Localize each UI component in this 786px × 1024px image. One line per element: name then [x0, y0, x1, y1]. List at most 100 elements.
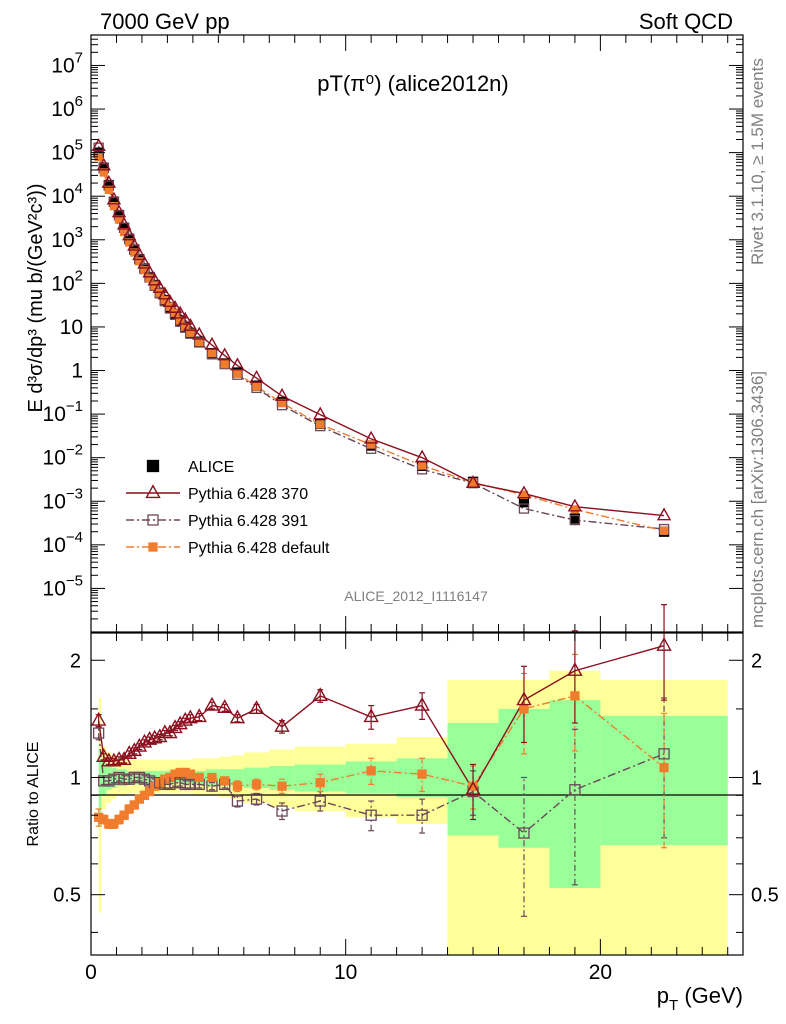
pythia-370-point — [204, 336, 220, 350]
rivet-version-label: Rivet 3.1.10, ≥ 1.5M events — [748, 58, 767, 265]
ratio-y-tick-label: 1 — [70, 767, 81, 789]
ratio-y-tick-label: 2 — [70, 650, 81, 672]
pythia-370-point — [567, 498, 583, 512]
x-tick-label: 0 — [85, 961, 97, 984]
y-tick-label: 10−2 — [43, 442, 83, 470]
pythia-default-point — [220, 360, 229, 369]
ratio-391-point — [518, 827, 530, 839]
y-tick-mantissa: 10 — [43, 577, 66, 600]
y-tick-mantissa: 10 — [51, 185, 74, 208]
ratio-370-point — [141, 731, 158, 745]
pythia-370-point — [132, 247, 147, 261]
pythia-370-point — [157, 286, 173, 300]
x-label-unit: (GeV) — [678, 983, 743, 1008]
pythia-370-point — [414, 449, 430, 463]
pythia-370-point — [152, 279, 167, 293]
y-tick-label: 106 — [51, 93, 83, 121]
green-band-bin — [269, 766, 295, 790]
ratio-default-point — [232, 781, 243, 791]
ratio-370-point — [96, 748, 112, 762]
pythia-default-point — [519, 490, 529, 500]
pythia-370-point — [111, 204, 127, 218]
pythia-default-point — [417, 461, 427, 470]
y-tick-exponent: 4 — [75, 180, 83, 197]
pythia-default-point — [186, 328, 195, 338]
legend: ALICE Pythia 6.428 370 Pythia 6.428 391 Pyt… — [126, 459, 330, 557]
analysis-id-watermark: ALICE_2012_I1116147 — [344, 588, 488, 604]
ratio-default-point — [366, 766, 376, 776]
ratio-370-point — [131, 737, 148, 752]
ratio-default-point — [417, 769, 427, 779]
process-label: Soft QCD — [639, 9, 733, 34]
legend-marker-370 — [145, 484, 161, 499]
y-tick-exponent: 7 — [75, 49, 83, 66]
pythia-370-point — [167, 300, 183, 313]
legend-marker-alice — [146, 459, 160, 473]
ratio-370-point — [177, 711, 193, 726]
y-tick-exponent: −3 — [66, 485, 83, 502]
y-tick-exponent: −5 — [66, 572, 83, 589]
pythia-370-point — [122, 227, 137, 241]
y-tick-label: 104 — [51, 180, 83, 208]
ratio-370-point — [229, 709, 246, 724]
pythia-391-point — [569, 514, 581, 526]
ratio-370-point — [274, 718, 290, 732]
pythia-370-point — [465, 475, 481, 488]
ratio-default-point — [570, 691, 580, 701]
alice-point — [518, 497, 530, 508]
pythia-370-point — [516, 485, 532, 499]
y-tick-mantissa: 10 — [51, 229, 74, 252]
pythia-370-point — [137, 255, 152, 269]
pythia-default-line — [97, 156, 665, 532]
x-label-main: p — [657, 983, 669, 1008]
pythia-370-point — [178, 311, 193, 325]
ratio-default-point — [129, 800, 139, 810]
y-tick-exponent: 5 — [75, 137, 83, 154]
ratio-370-point — [121, 745, 137, 759]
y-tick-exponent: −2 — [66, 442, 83, 459]
ratio-axis-label: Ratio to ALICE — [25, 742, 42, 847]
ratio-391-point — [314, 795, 326, 807]
y-tick-mantissa: 10 — [51, 54, 74, 77]
x-axis-label: pT (GeV) — [657, 983, 743, 1014]
pythia-default-point — [316, 420, 325, 429]
y-tick-label: 10−3 — [43, 485, 83, 513]
pythia-370-point — [249, 369, 264, 383]
ratio-391-point — [276, 805, 288, 817]
pythia-370-point — [127, 237, 142, 251]
ratio-uncertainty-bands — [98, 670, 728, 955]
ratio-370-point — [204, 696, 220, 711]
ratio-default-point — [251, 779, 262, 790]
ratio-default-point — [119, 810, 129, 820]
y-tick-mantissa: 10 — [51, 142, 74, 165]
ratio-391-point — [569, 784, 581, 796]
pythia-370-point — [162, 294, 178, 307]
pythia-default-point — [570, 505, 580, 514]
pythia-391-line — [97, 147, 665, 530]
spectrum-x-ticks — [90, 35, 729, 632]
energy-label: 7000 GeV pp — [100, 9, 230, 34]
ratio-370-point — [516, 691, 532, 706]
y-tick-mantissa: 10 — [43, 447, 66, 470]
mcplots-reference-label: mcplots.cern.ch [arXiv:1306.3436] — [748, 371, 767, 628]
green-band-bin — [98, 749, 102, 827]
pythia-default-point — [109, 202, 119, 211]
ratio-y-tick-label-right: 2 — [751, 650, 762, 672]
ratio-391-line — [97, 733, 665, 834]
ratio-391-point — [92, 727, 105, 739]
y-tick-label: 10−4 — [43, 529, 83, 557]
ratio-default-point — [185, 769, 195, 779]
ratio-y-tick-label-right: 1 — [751, 767, 762, 789]
pythia-370-point — [230, 357, 245, 371]
pythia-default-point — [367, 440, 376, 449]
y-tick-exponent: 6 — [75, 93, 83, 110]
y-tick-mantissa: 10 — [51, 272, 74, 295]
spectrum-panel: 10710610510410310210110−110−210−310−410−… — [25, 34, 744, 633]
x-tick-label: 20 — [589, 961, 612, 984]
legend-label: Pythia 6.428 391 — [188, 513, 308, 530]
pythia-370-point — [274, 387, 290, 401]
legend-marker-default — [148, 542, 158, 552]
legend-label: Pythia 6.428 370 — [188, 486, 308, 503]
pythia-370-point — [172, 305, 188, 319]
ratio-370-point — [126, 742, 142, 757]
